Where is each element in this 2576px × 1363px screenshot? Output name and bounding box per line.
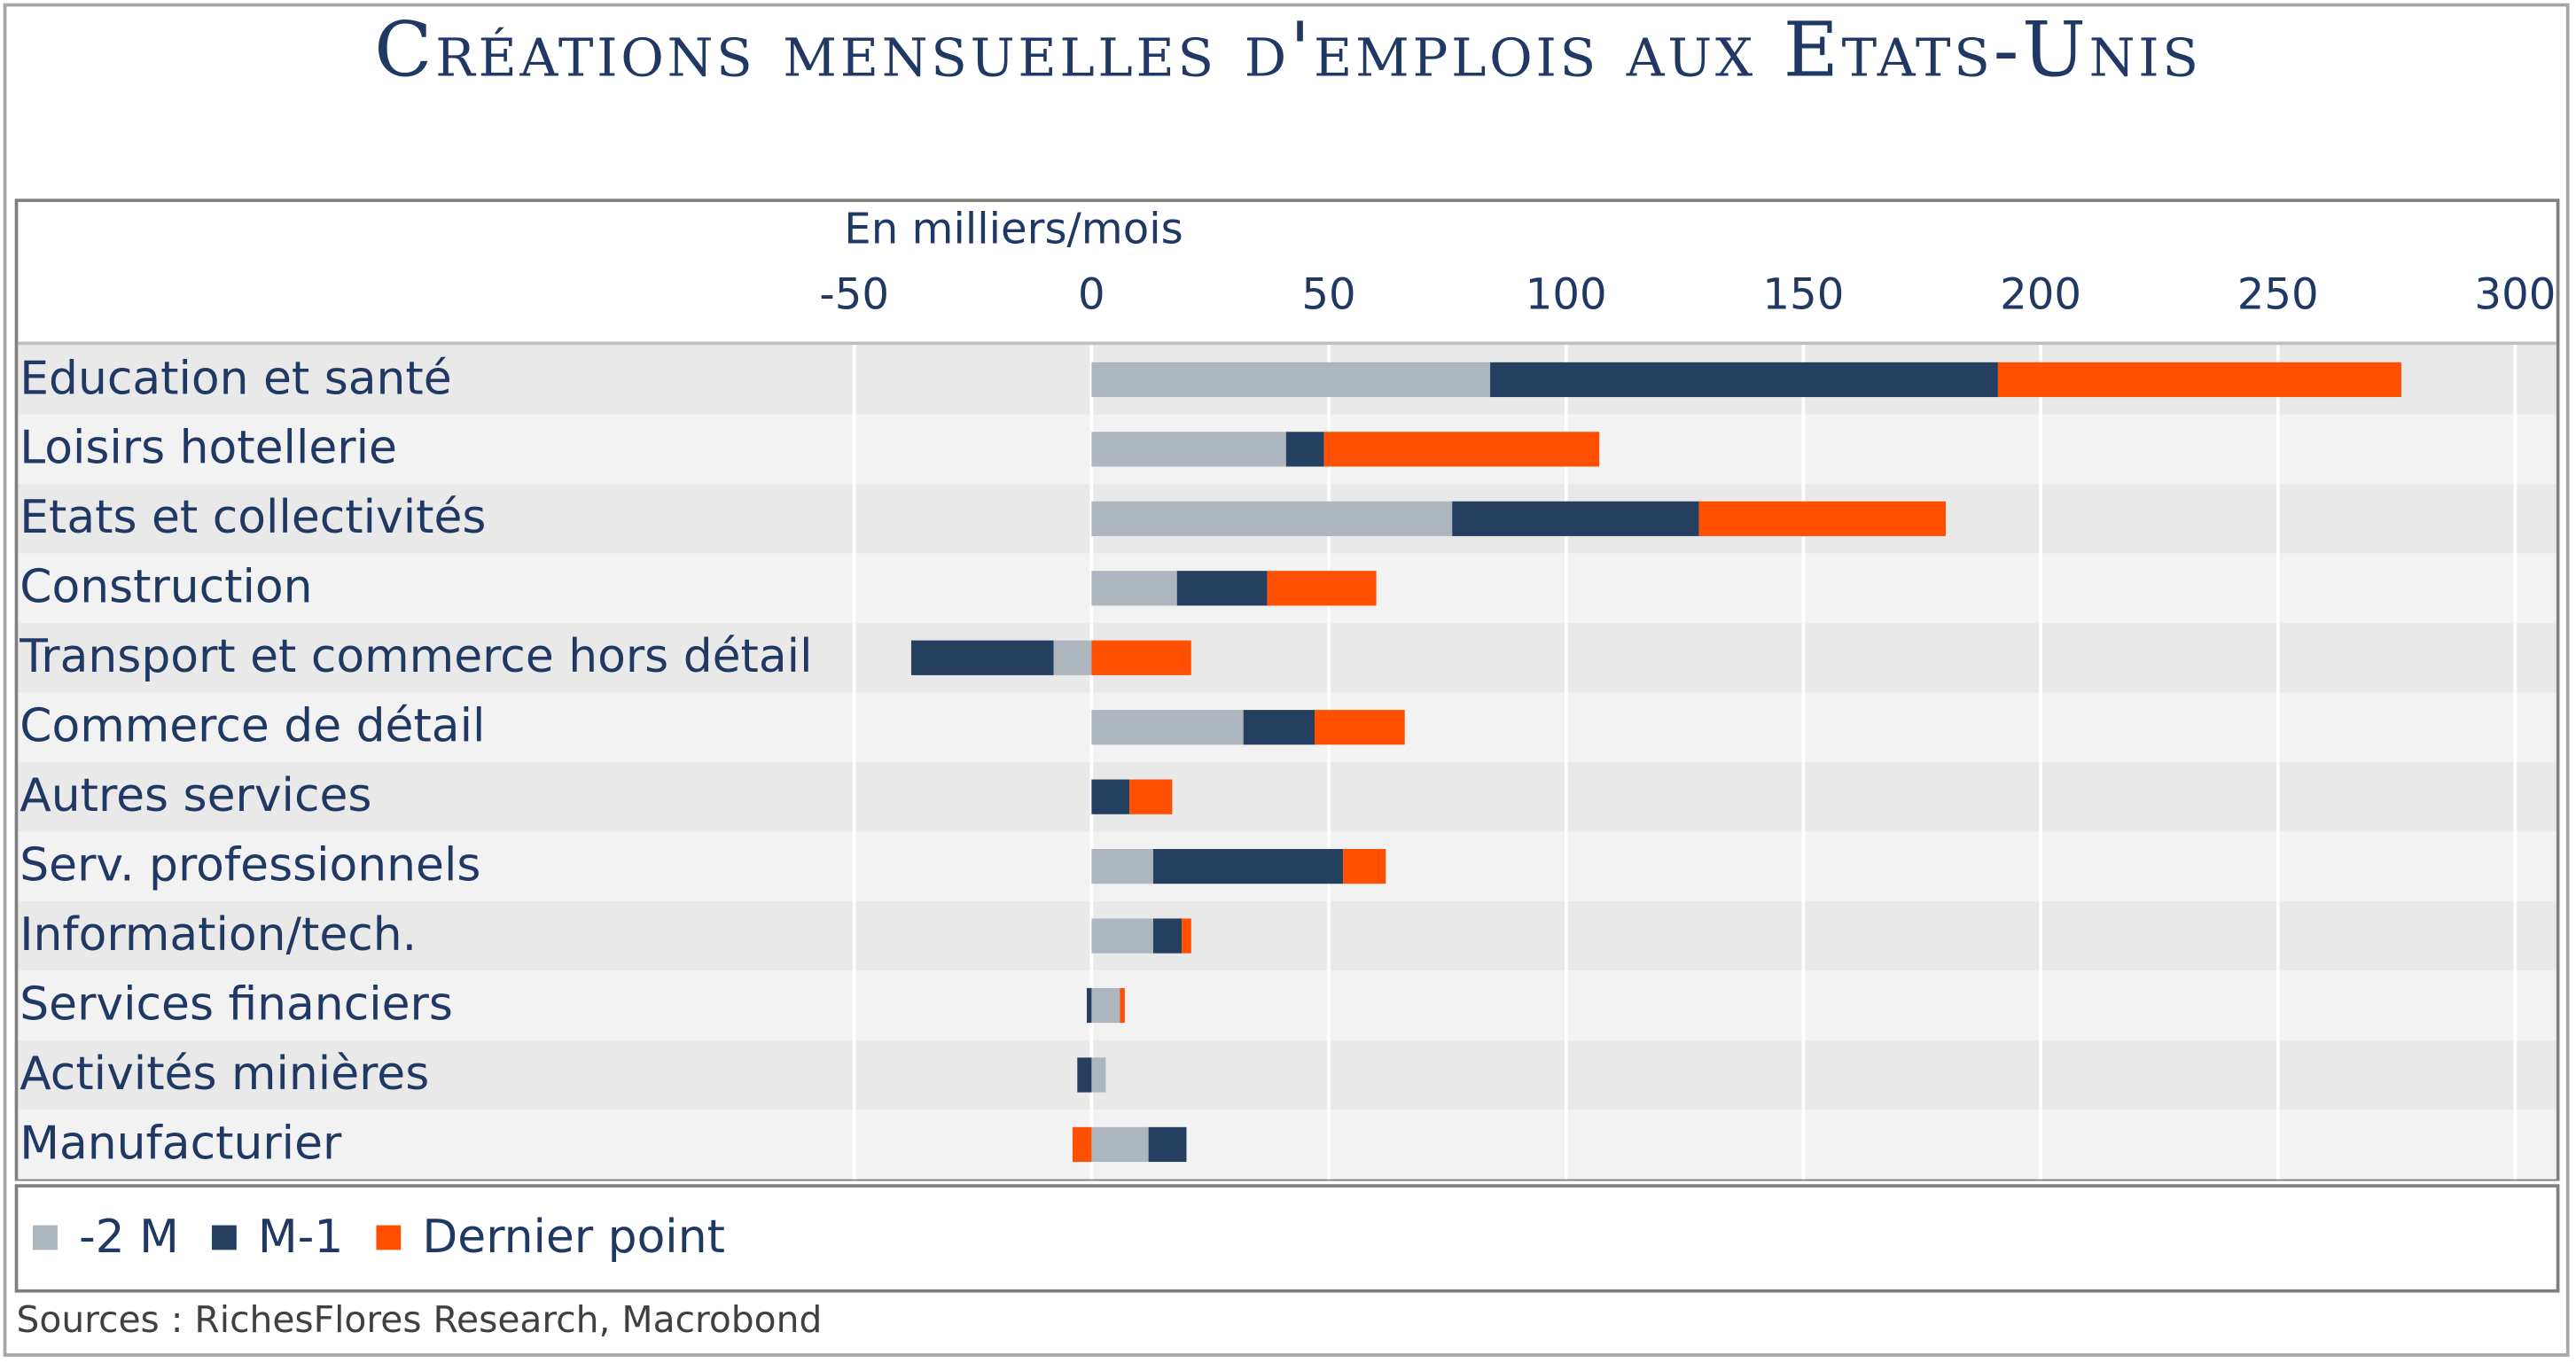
y-tick-label: Etats et collectivités [20,491,486,544]
x-tick-label: 300 [2474,269,2556,319]
chart-title: Créations mensuelles d'emplois aux Etats… [374,4,2202,94]
bar [1091,640,1191,675]
bar [1091,1057,1106,1093]
bar [1091,918,1153,954]
bar [1091,987,1120,1024]
bar [1182,918,1191,954]
bar [1091,710,1244,745]
row-band [18,623,2556,693]
y-tick-label: Autres services [20,769,371,822]
legend-frame [14,1184,2560,1293]
bar [1152,849,1344,884]
bar [1314,710,1405,745]
bar [1091,432,1286,467]
y-tick-label: Transport et commerce hors détail [19,630,812,683]
legend-label: -2 M [79,1211,179,1264]
x-tick-label: -50 [819,269,889,319]
legend-label: Dernier point [422,1211,725,1264]
bar [1091,1126,1149,1163]
x-tick-label: 150 [1762,269,1844,319]
y-tick-label: Loisirs hotellerie [20,422,397,475]
bar [1091,362,1491,398]
y-tick-label: Manufacturier [20,1117,342,1170]
row-band [18,970,2556,1040]
y-tick-label: Services financiers [20,977,453,1031]
bar [1053,640,1092,675]
bar [1077,1057,1092,1093]
bar [1129,779,1173,814]
bar [1243,710,1315,745]
bar [1698,501,1946,536]
bar [1267,571,1377,606]
bar [1091,501,1453,536]
frame [3,3,2570,1357]
x-tick-label: 50 [1301,269,1355,319]
bar [1091,849,1153,884]
x-tick-label: 0 [1078,269,1105,319]
row-band [18,1110,2556,1180]
bar [1997,362,2401,398]
y-tick-label: Serv. professionnels [20,838,480,892]
bar [1148,1126,1187,1163]
bar [1072,1126,1092,1163]
bar [1091,571,1177,606]
bar [1323,432,1600,467]
legend-swatch [212,1225,237,1250]
bar [1120,987,1125,1024]
y-tick-label: Construction [20,561,312,614]
bar [1087,987,1092,1024]
x-tick-label: 250 [2237,269,2319,319]
x-tick-label: 100 [1526,269,1607,319]
source: Sources : RichesFlores Research, Macrobo… [17,1298,823,1341]
bar [1176,571,1268,606]
y-tick-label: Education et santé [20,352,451,405]
bar [1152,918,1183,954]
y-tick-label: Activités minières [20,1048,429,1101]
bar [1343,849,1386,884]
bar [1091,779,1130,814]
legend-swatch [33,1225,58,1250]
row-band [18,900,2556,971]
legend-swatch [376,1225,402,1250]
x-tick-label: 200 [2000,269,2081,319]
bar [1452,501,1699,536]
axis-label: En milliers/mois [844,204,1183,253]
bar [1490,362,1998,398]
y-tick-label: Information/tech. [20,908,417,962]
y-tick-label: Commerce de détail [20,700,485,753]
bar [910,640,1054,675]
legend-label: M-1 [258,1211,343,1264]
row-band [18,1040,2556,1110]
bar [1285,432,1324,467]
row-band [18,761,2556,832]
